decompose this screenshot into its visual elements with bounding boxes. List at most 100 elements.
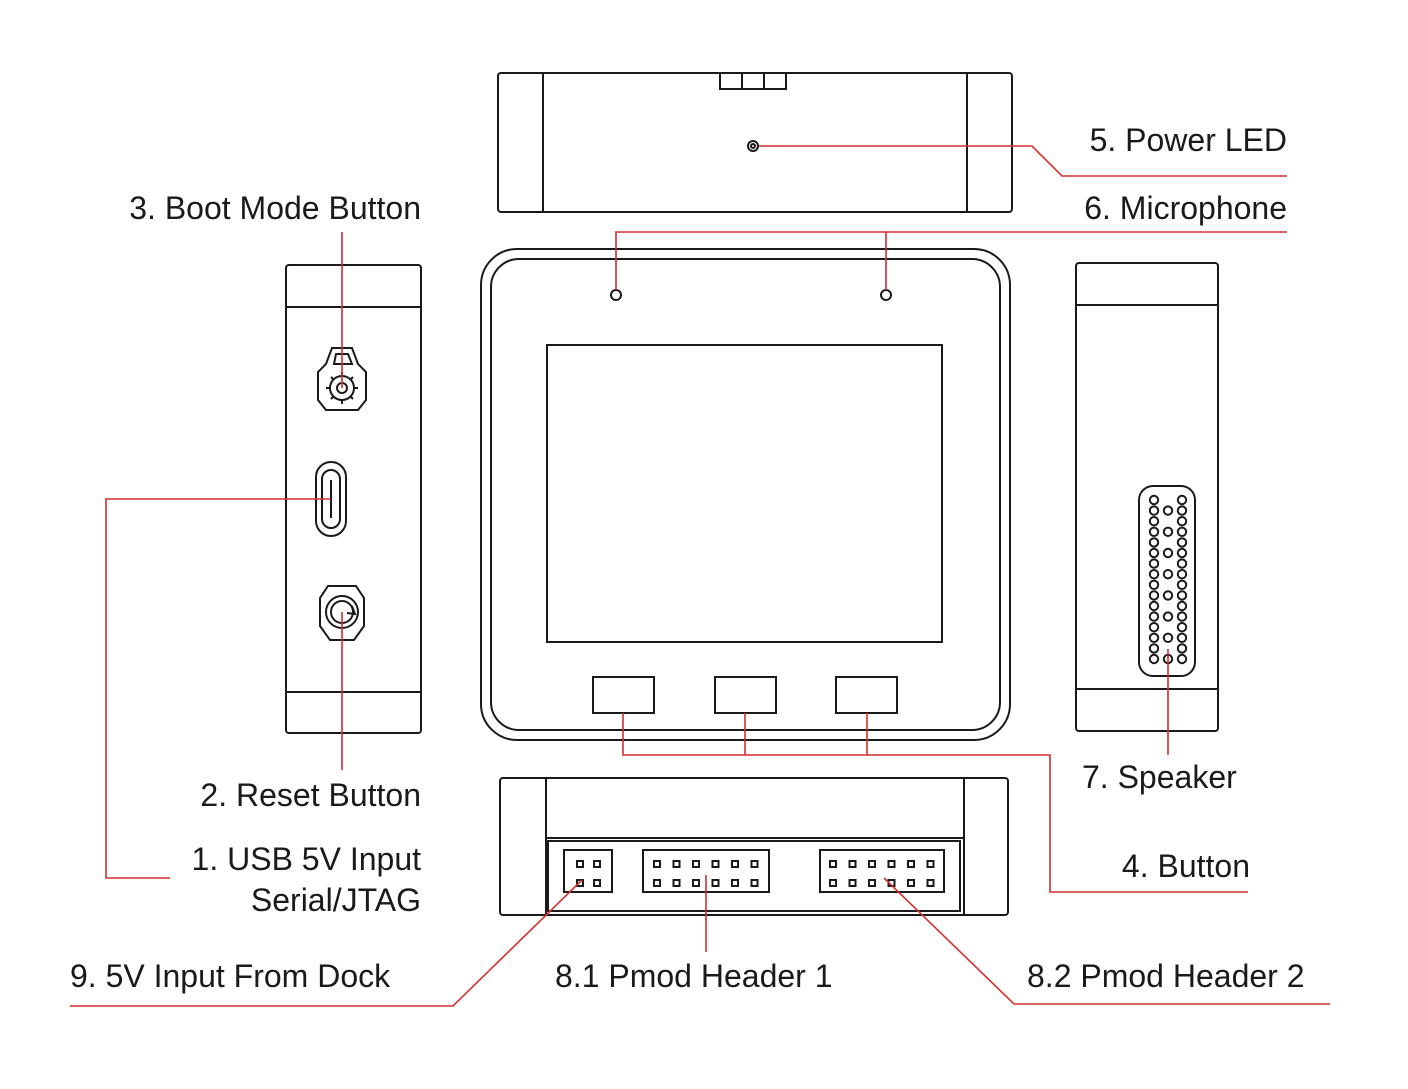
front-inner-shell — [490, 258, 1001, 731]
dock-power-header — [563, 849, 613, 893]
speaker-hole — [1148, 643, 1160, 654]
speaker-hole — [1162, 632, 1174, 643]
power-led-icon — [747, 140, 759, 152]
speaker-hole — [1176, 611, 1188, 622]
leader-pmod-2 — [883, 877, 1330, 1005]
header-pin — [576, 860, 584, 868]
speaker-hole — [1162, 547, 1174, 559]
header-pin — [868, 860, 876, 868]
header-pin — [926, 879, 935, 887]
header-pin — [672, 879, 681, 887]
speaker-hole — [1148, 611, 1160, 622]
bottom-view — [499, 777, 1009, 916]
right-side-view — [1075, 262, 1219, 732]
header-recess — [547, 840, 961, 912]
speaker-hole — [1148, 516, 1160, 527]
speaker-hole — [1176, 526, 1188, 537]
speaker-grille — [1138, 485, 1196, 677]
label-boot-mode-button: 3. Boot Mode Button — [129, 190, 421, 226]
leader-power-led — [759, 145, 1287, 177]
header-pin — [653, 860, 661, 868]
header-pin — [576, 879, 584, 887]
header-pin — [750, 860, 759, 868]
speaker-hole — [1176, 537, 1188, 548]
speaker-hole — [1176, 643, 1188, 654]
header-pin — [750, 879, 759, 887]
speaker-hole — [1162, 590, 1174, 601]
label-reset-button: 2. Reset Button — [200, 777, 421, 813]
leader-microphone — [615, 231, 887, 290]
speaker-hole — [1148, 537, 1160, 548]
header-pin — [887, 860, 896, 868]
speaker-hole — [1176, 653, 1188, 665]
label-power-led: 5. Power LED — [1089, 122, 1287, 158]
speaker-hole — [1148, 600, 1160, 612]
bottom-view-body — [499, 777, 1009, 916]
header-pin — [907, 879, 915, 887]
front-view — [480, 248, 1011, 741]
right-side-body — [1075, 262, 1219, 732]
header-pin — [711, 860, 720, 868]
label-pmod-header-2: 8.2 Pmod Header 2 — [1027, 958, 1305, 994]
top-view — [497, 72, 1013, 213]
speaker-hole — [1176, 622, 1188, 633]
header-pin — [926, 860, 935, 868]
header-pin — [593, 879, 601, 887]
speaker-hole — [1176, 505, 1188, 516]
leader-usb-input — [105, 498, 331, 879]
speaker-hole — [1148, 622, 1160, 633]
button-c — [835, 676, 898, 714]
header-pin — [829, 860, 837, 868]
speaker-hole — [1176, 569, 1188, 580]
microphone-left-icon — [610, 289, 622, 301]
leader-button-ext — [867, 754, 1248, 893]
speaker-hole — [1162, 611, 1174, 622]
button-b — [714, 676, 777, 714]
pmod-header-2 — [819, 849, 945, 893]
speaker-hole — [1148, 590, 1160, 601]
speaker-hole — [1148, 526, 1160, 537]
header-pin — [593, 860, 601, 868]
speaker-hole — [1176, 632, 1188, 643]
header-pin — [848, 860, 857, 868]
label-usb-input-line2: Serial/JTAG — [250, 882, 421, 918]
speaker-hole — [1176, 600, 1188, 612]
header-pin — [653, 879, 661, 887]
speaker-hole — [1176, 579, 1188, 590]
speaker-hole — [1162, 569, 1174, 580]
label-microphone: 6. Microphone — [1084, 190, 1287, 226]
microphone-right-icon — [880, 289, 892, 301]
speaker-hole — [1176, 547, 1188, 559]
header-pins — [576, 860, 935, 887]
speaker-holes — [1148, 494, 1188, 665]
speaker-hole — [1176, 590, 1188, 601]
label-dock-input: 9. 5V Input From Dock — [70, 958, 391, 994]
speaker-hole — [1148, 653, 1160, 665]
header-pin — [672, 860, 681, 868]
speaker-hole — [1148, 558, 1160, 569]
header-pin — [731, 860, 739, 868]
top-clip — [719, 72, 787, 90]
speaker-hole — [1148, 569, 1160, 580]
header-pin — [692, 860, 700, 868]
display-screen — [546, 344, 943, 643]
speaker-hole — [1148, 505, 1160, 516]
header-pin — [711, 879, 720, 887]
label-pmod-header-1: 8.1 Pmod Header 1 — [555, 958, 833, 994]
label-usb-input-line1: 1. USB 5V Input — [191, 841, 421, 877]
header-pin — [829, 879, 837, 887]
button-a — [592, 676, 655, 714]
leader-lines — [70, 145, 1330, 1007]
speaker-hole — [1162, 526, 1174, 537]
header-pin — [692, 879, 700, 887]
speaker-hole — [1162, 505, 1174, 516]
label-button: 4. Button — [1121, 848, 1250, 884]
speaker-hole — [1148, 547, 1160, 559]
leader-dock-input — [70, 879, 583, 1007]
label-speaker: 7. Speaker — [1082, 759, 1237, 795]
header-pin — [868, 879, 876, 887]
speaker-hole — [1176, 558, 1188, 569]
header-pin — [848, 879, 857, 887]
